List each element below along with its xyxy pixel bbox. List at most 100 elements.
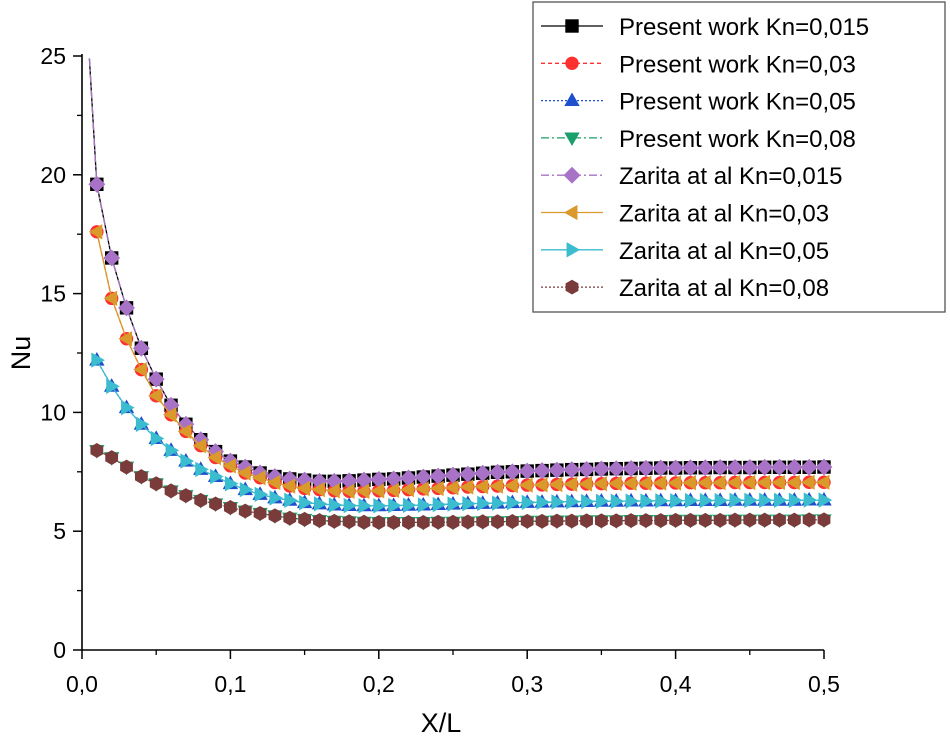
series-8-point <box>639 513 653 528</box>
series-8-point <box>654 513 668 528</box>
x-tick-label: 0,3 <box>511 671 543 697</box>
series-7-point <box>195 461 209 478</box>
series-7-point <box>180 453 195 469</box>
series-5-point <box>533 462 551 480</box>
x-tick-label: 0,5 <box>808 671 840 697</box>
series-6 <box>88 224 830 499</box>
series-5-point <box>681 459 699 477</box>
series-6-point <box>118 331 132 347</box>
series-7-point <box>313 496 328 512</box>
series-5-point <box>607 460 625 478</box>
series-8-point <box>773 512 786 528</box>
series-7-point <box>91 352 105 368</box>
series-7-point <box>566 494 580 510</box>
series-7-point <box>729 492 744 508</box>
legend: Present work Kn=0,015 Present work Kn=0,0… <box>532 1 946 313</box>
series-7-point <box>684 492 699 509</box>
legend-marker <box>565 56 579 70</box>
y-tick-label: 0 <box>53 637 66 663</box>
series-5-point <box>726 459 744 476</box>
legend-marker <box>564 132 580 147</box>
series-7-point <box>625 493 640 509</box>
series-6-point <box>622 475 637 491</box>
series-6-point <box>222 458 236 474</box>
x-tick-label: 0,4 <box>660 671 692 697</box>
series-7-point <box>135 416 150 432</box>
series-6-point <box>430 480 444 497</box>
series-6-point <box>133 361 147 378</box>
series-8-point <box>565 513 579 529</box>
y-tick-label: 15 <box>40 281 66 307</box>
series-7-point <box>150 430 165 447</box>
series-6-point <box>563 476 578 492</box>
series-8-point <box>253 505 267 521</box>
series-6-point <box>593 476 607 492</box>
y-tick-label: 5 <box>53 518 66 544</box>
series-5-point <box>815 458 833 476</box>
series-8-point <box>342 514 356 530</box>
series-8-point <box>268 508 282 524</box>
series-8-point <box>179 488 193 503</box>
series-6-point <box>815 474 830 490</box>
series-7-point <box>388 497 402 514</box>
legend-label: Zarita at al Kn=0,03 <box>619 201 829 228</box>
series-7 <box>91 352 833 514</box>
series-7-point <box>106 378 120 394</box>
series-6-point <box>489 478 503 494</box>
series-8-point <box>105 450 119 465</box>
series-5-point <box>800 458 818 476</box>
series-7-point <box>373 498 387 514</box>
legend-item: Zarita at al Kn=0,03 <box>541 201 829 228</box>
series-7-point <box>699 492 714 509</box>
series-8-point <box>238 503 252 519</box>
series-8-point <box>669 512 683 528</box>
series-6-point <box>786 474 800 491</box>
series-8-point <box>431 514 445 530</box>
legend-label: Present work Kn=0,08 <box>619 126 856 153</box>
series-7-point <box>640 493 655 509</box>
series-8-point <box>491 514 504 530</box>
series-8-point <box>609 513 623 529</box>
series-6-point <box>697 475 711 491</box>
series-5-point <box>474 464 492 482</box>
series-7-point <box>759 492 773 508</box>
series-5-point <box>429 467 447 485</box>
legend-item: Zarita at al Kn=0,08 <box>541 275 829 302</box>
series-7-point <box>165 442 180 459</box>
series-7-point <box>447 496 462 512</box>
series-8-point <box>446 514 460 530</box>
series-7-point <box>803 492 818 508</box>
series-7-point <box>774 492 788 508</box>
series-7-point <box>610 493 625 509</box>
series-8-point <box>728 512 742 528</box>
series-8-point <box>802 512 816 528</box>
series-5-point <box>785 458 803 476</box>
series-8-point <box>476 514 490 530</box>
series-6-point <box>682 475 696 491</box>
series-7-point <box>670 493 684 509</box>
series-5-point <box>771 458 788 476</box>
series-8-point <box>505 514 519 529</box>
series-6-point <box>88 224 103 240</box>
x-tick-label: 0,1 <box>214 671 246 697</box>
series-7-point <box>254 486 269 503</box>
series-8-point <box>134 469 148 484</box>
series-7-point <box>358 498 373 514</box>
series-6-point <box>385 482 400 499</box>
series-6-point <box>192 437 207 454</box>
series-6-point <box>667 475 682 491</box>
series-8-point <box>580 513 593 529</box>
series-6-point <box>459 479 474 495</box>
axes: 0,0 0,1 0,2 0,3 0,4 0,5 0 5 10 15 20 25 X/L Nu <box>6 43 840 738</box>
legend-marker <box>563 204 578 221</box>
series-7-point <box>121 399 135 416</box>
y-tick-label: 25 <box>40 43 66 69</box>
legend-item: Present work Kn=0,015 <box>541 14 869 41</box>
series-6-point <box>370 483 385 499</box>
series-8-point <box>90 443 104 458</box>
legend-marker <box>564 92 580 107</box>
series-8 <box>90 443 831 530</box>
series-5-point <box>444 466 462 484</box>
series-5-point <box>622 460 640 477</box>
series-5-point <box>711 459 729 476</box>
